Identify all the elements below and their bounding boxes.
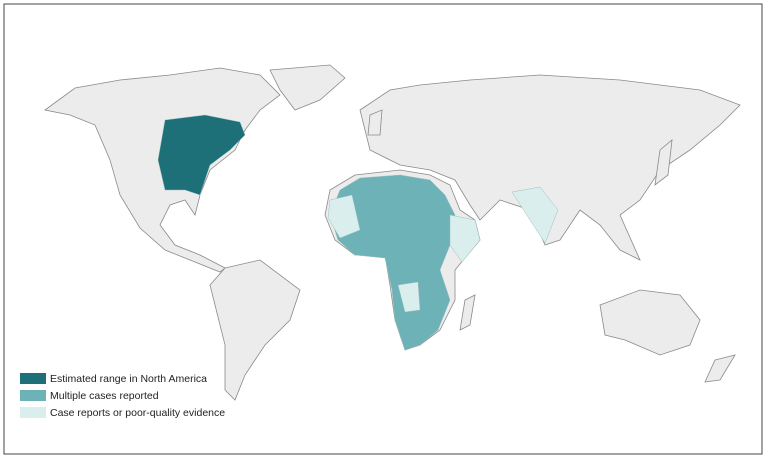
legend-label: Case reports or poor-quality evidence [50,407,225,419]
madagascar [459,294,476,331]
legend: Estimated range in North America Multiple… [20,373,225,419]
legend-label: Estimated range in North America [50,373,207,385]
eurasia [359,74,741,261]
uk [367,109,383,136]
zone-india [511,186,559,244]
australia [599,289,701,356]
range-zones [157,114,559,351]
zone-north-america [157,114,246,196]
legend-label: Multiple cases reported [50,390,159,402]
legend-swatch [20,407,46,418]
south-america [209,259,301,401]
zone-southern-africa [397,281,421,313]
legend-swatch [20,390,46,401]
legend-swatch [20,373,46,384]
zone-africa [329,174,456,351]
new-zealand [704,354,736,383]
zone-horn-africa [449,214,481,263]
greenland [269,64,346,111]
japan [654,139,673,186]
zone-west-africa [327,194,361,239]
